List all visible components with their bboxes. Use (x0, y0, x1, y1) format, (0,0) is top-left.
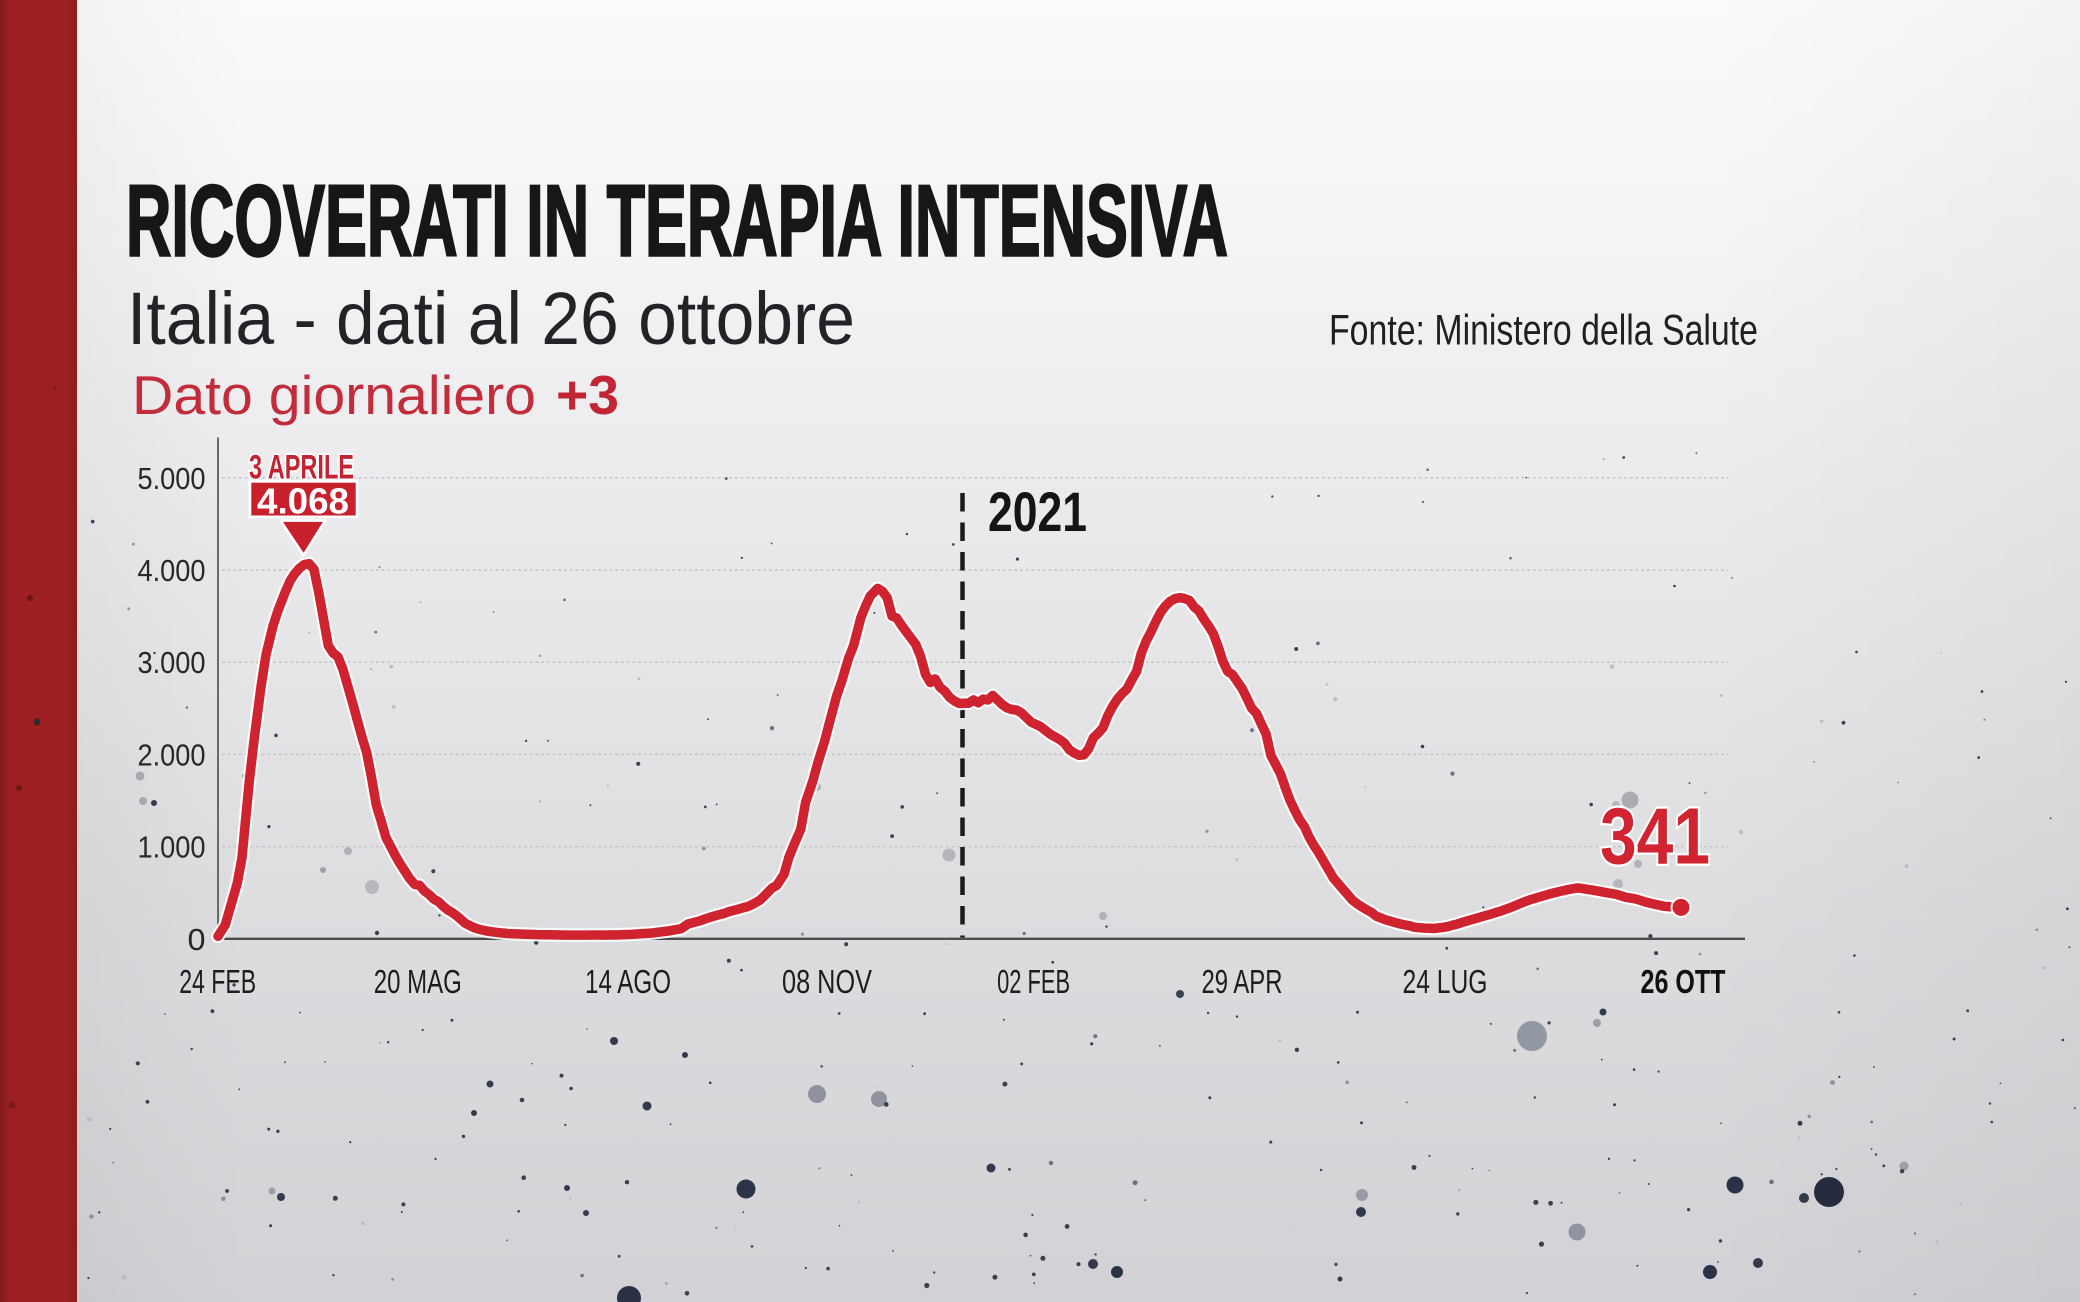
svg-text:2021: 2021 (988, 480, 1087, 543)
svg-text:24 LUG: 24 LUG (1403, 963, 1488, 1000)
svg-text:2.000: 2.000 (138, 737, 206, 772)
svg-text:1.000: 1.000 (138, 830, 206, 865)
svg-text:08 NOV: 08 NOV (782, 963, 872, 1000)
svg-text:24 FEB: 24 FEB (179, 963, 256, 1000)
svg-text:20 MAG: 20 MAG (374, 963, 462, 1000)
svg-text:02 FEB: 02 FEB (997, 963, 1070, 1000)
svg-text:0: 0 (188, 922, 206, 957)
svg-text:4.000: 4.000 (138, 553, 206, 588)
svg-text:RICOVERATI IN TERAPIA INTENSIV: RICOVERATI IN TERAPIA INTENSIVA (126, 166, 1228, 278)
svg-text:Italia - dati al 26 ottobre: Italia - dati al 26 ottobre (127, 277, 855, 360)
svg-text:26 OTT: 26 OTT (1641, 963, 1726, 1000)
svg-text:14 AGO: 14 AGO (585, 963, 671, 1000)
svg-text:+3: +3 (556, 364, 619, 426)
svg-text:5.000: 5.000 (138, 461, 206, 496)
svg-text:Fonte: Ministero della Salute: Fonte: Ministero della Salute (1329, 306, 1758, 354)
svg-text:341: 341 (1600, 792, 1710, 881)
svg-text:29 APR: 29 APR (1202, 963, 1283, 1000)
svg-text:3.000: 3.000 (138, 645, 206, 680)
svg-text:4.068: 4.068 (257, 481, 349, 522)
svg-text:Dato giornaliero: Dato giornaliero (132, 364, 536, 426)
